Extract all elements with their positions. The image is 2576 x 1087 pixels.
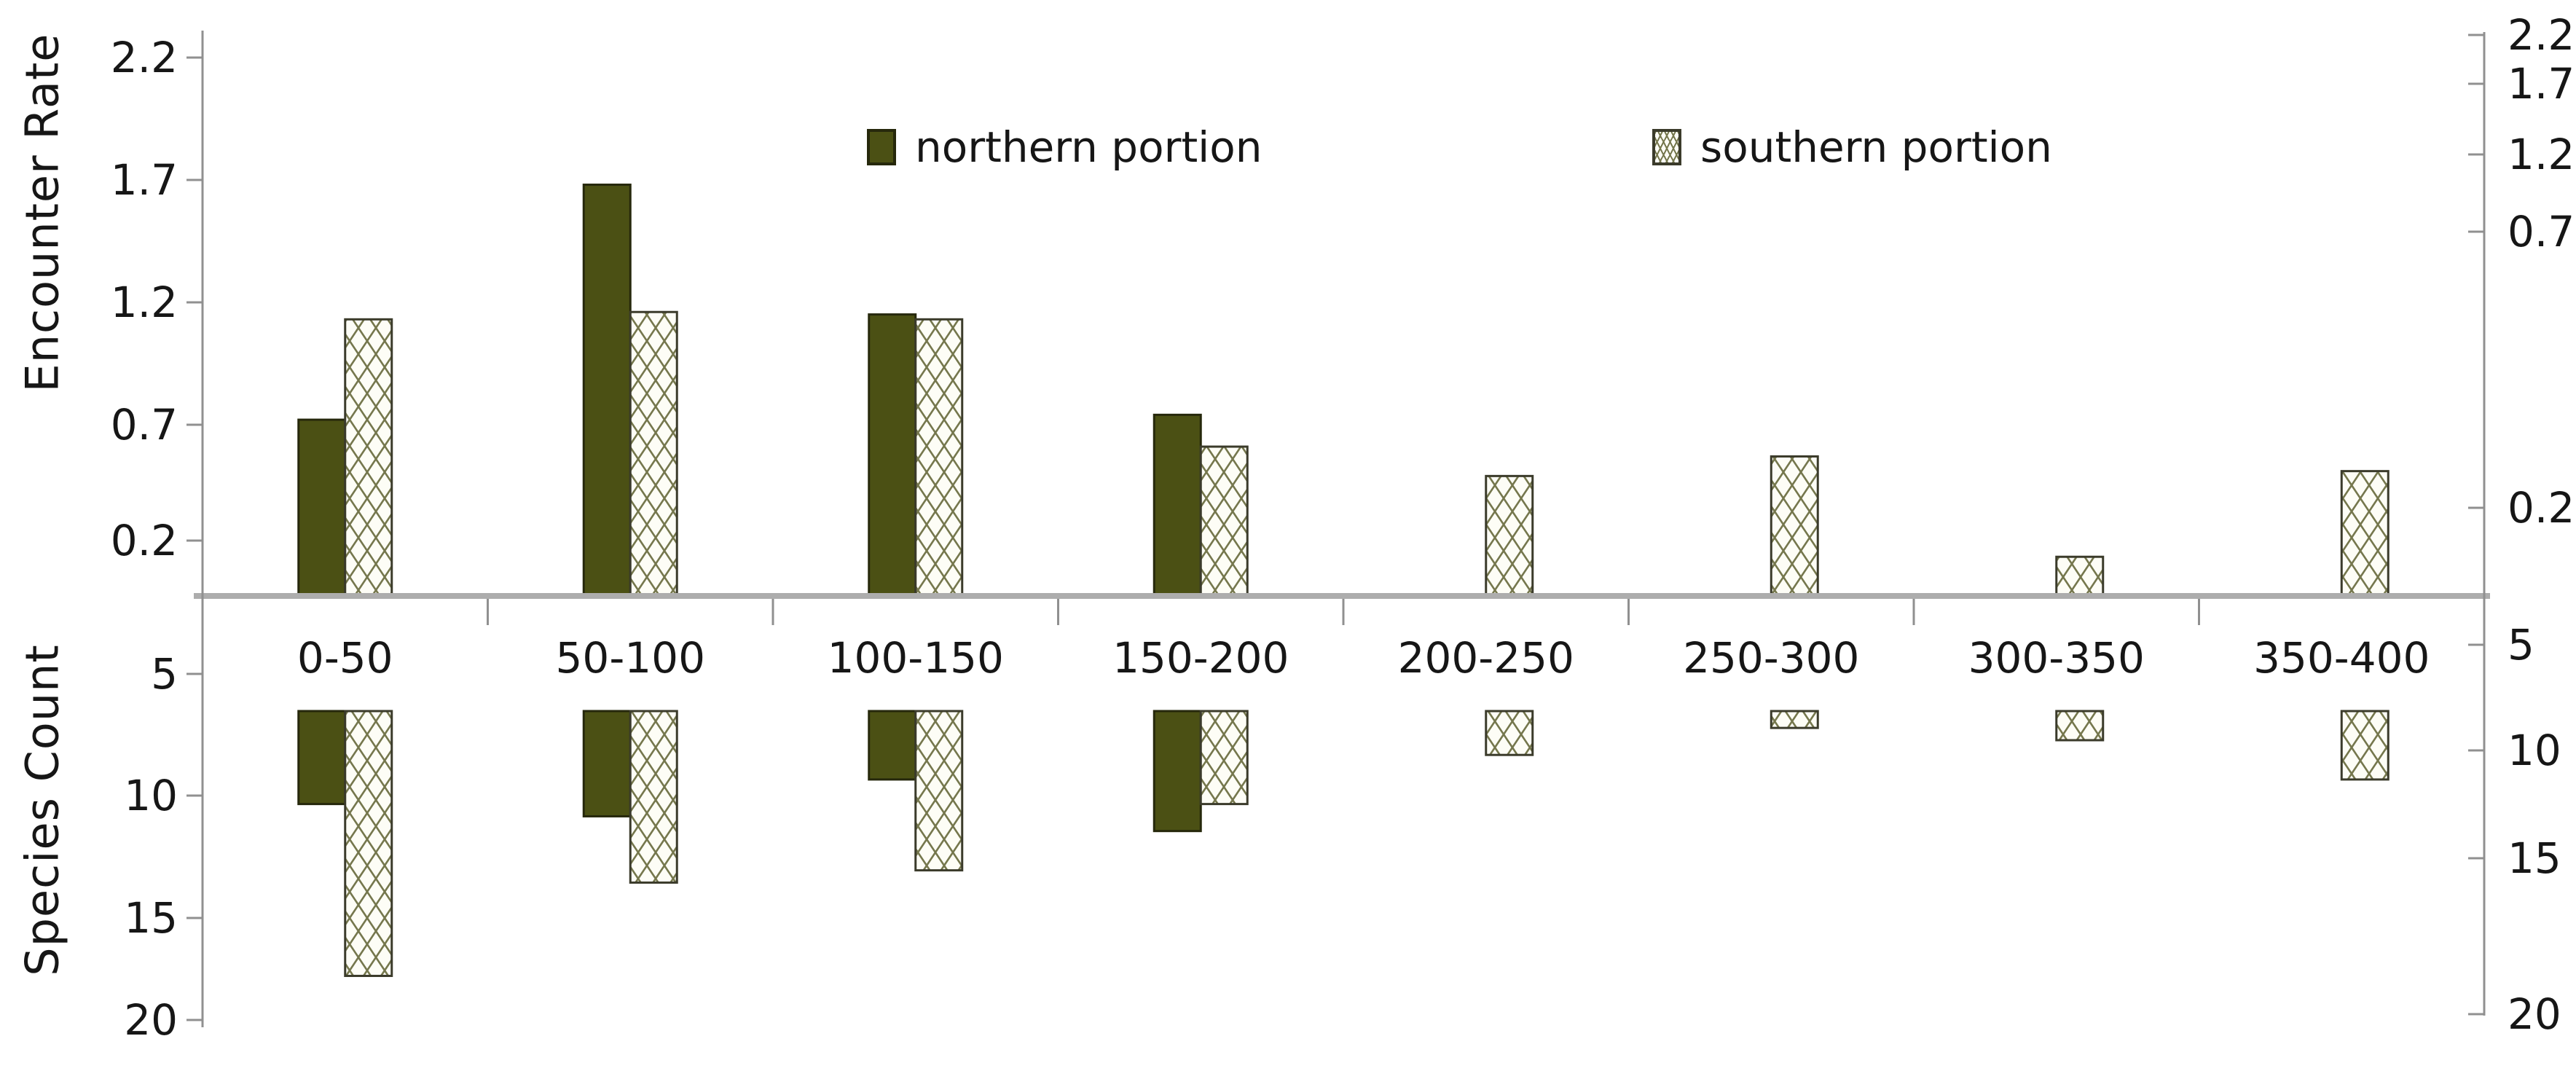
left-ytick-species (186, 917, 203, 919)
left-ytick-label-encounter: 2.2 (111, 33, 178, 82)
x-category-label-350-400: 350-400 (2253, 633, 2430, 683)
right-ytick-species (2468, 749, 2484, 752)
left-ytick-label-encounter: 0.7 (111, 400, 178, 450)
left-ytick-species (186, 794, 203, 797)
right-ytick-label-species: 15 (2508, 833, 2561, 883)
right-ytick-species (2468, 857, 2484, 860)
legend-label-southern: southern portion (1700, 122, 2052, 172)
bar-species-southern-350-400 (2340, 710, 2390, 781)
right-ytick-label-species: 5 (2508, 620, 2534, 670)
y-axis-title-species-count: Species Count (15, 644, 69, 976)
x-category-label-200-250: 200-250 (1398, 633, 1574, 683)
bar-species-southern-0-50 (344, 710, 393, 978)
y-axis-title-encounter-rate: Encounter Rate (15, 33, 69, 393)
right-ytick-species (2468, 643, 2484, 646)
right-ytick-encounter (2468, 34, 2484, 36)
bar-species-northern-50-100 (582, 710, 632, 817)
bar-encounter-southern-100-150 (914, 318, 964, 597)
left-axis-spine (201, 31, 204, 1027)
left-ytick-encounter (186, 56, 203, 59)
right-ytick-label-encounter: 1.7 (2508, 59, 2575, 109)
right-axis-spine (2483, 32, 2486, 1016)
bar-species-southern-300-350 (2055, 710, 2105, 742)
right-ytick-label-species: 10 (2508, 726, 2561, 775)
right-ytick-species (2468, 1013, 2484, 1016)
bar-encounter-southern-50-100 (629, 310, 678, 597)
right-ytick-label-encounter: 0.7 (2508, 207, 2575, 256)
right-ytick-encounter (2468, 82, 2484, 85)
left-ytick-label-species: 5 (151, 649, 178, 699)
legend-item-northern: northern portion (867, 122, 1263, 172)
left-ytick-label-encounter: 1.2 (111, 278, 178, 327)
category-boundary-tick (1057, 599, 1059, 625)
right-ytick-label-encounter: 2.2 (2508, 10, 2575, 60)
bar-species-southern-50-100 (629, 710, 678, 884)
legend-label-northern: northern portion (915, 122, 1263, 172)
bar-encounter-southern-150-200 (1199, 445, 1249, 597)
left-ytick-label-species: 10 (124, 771, 178, 820)
bar-species-southern-150-200 (1199, 710, 1249, 806)
left-ytick-encounter (186, 423, 203, 426)
left-ytick-label-species: 15 (124, 893, 178, 943)
x-category-label-0-50: 0-50 (297, 633, 393, 683)
left-ytick-encounter (186, 539, 203, 542)
category-boundary-tick (487, 599, 489, 625)
category-boundary-tick (1912, 599, 1915, 625)
bar-encounter-southern-200-250 (1485, 474, 1534, 597)
bar-species-southern-200-250 (1485, 710, 1534, 756)
bar-species-northern-150-200 (1152, 710, 1202, 833)
left-ytick-encounter (186, 178, 203, 181)
right-ytick-label-encounter: 1.2 (2508, 130, 2575, 179)
right-ytick-label-encounter: 0.2 (2508, 483, 2575, 533)
bar-encounter-southern-250-300 (1770, 455, 1819, 597)
x-category-label-100-150: 100-150 (828, 633, 1004, 683)
category-boundary-tick (2198, 599, 2200, 625)
bar-encounter-northern-50-100 (582, 184, 632, 597)
legend-swatch-northern-icon (867, 129, 896, 165)
x-category-label-300-350: 300-350 (1968, 633, 2145, 683)
x-category-label-150-200: 150-200 (1112, 633, 1289, 683)
bar-encounter-northern-150-200 (1152, 413, 1202, 597)
bar-species-northern-0-50 (297, 710, 347, 806)
category-boundary-tick (1627, 599, 1630, 625)
legend-item-southern: southern portion (1652, 122, 2052, 172)
right-ytick-label-species: 20 (2508, 989, 2561, 1039)
left-ytick-label-encounter: 0.2 (111, 516, 178, 565)
right-ytick-encounter (2468, 230, 2484, 233)
legend-swatch-southern-icon (1652, 129, 1681, 165)
category-boundary-tick (1342, 599, 1345, 625)
left-ytick-encounter (186, 301, 203, 304)
left-ytick-species (186, 1019, 203, 1021)
bar-encounter-northern-100-150 (868, 313, 917, 597)
bar-species-southern-100-150 (914, 710, 964, 872)
bar-encounter-southern-0-50 (344, 318, 393, 597)
bar-encounter-southern-350-400 (2340, 470, 2390, 597)
bar-species-southern-250-300 (1770, 710, 1819, 729)
category-boundary-tick (771, 599, 774, 625)
x-category-label-50-100: 50-100 (556, 633, 705, 683)
bar-encounter-northern-0-50 (297, 418, 347, 597)
x-category-label-250-300: 250-300 (1683, 633, 1859, 683)
bar-species-northern-100-150 (868, 710, 917, 781)
left-ytick-label-species: 20 (124, 995, 178, 1045)
bar-encounter-southern-300-350 (2055, 555, 2105, 597)
right-ytick-encounter (2468, 506, 2484, 509)
left-ytick-label-encounter: 1.7 (111, 155, 178, 205)
right-ytick-encounter (2468, 153, 2484, 156)
category-axis-line (194, 593, 2490, 599)
left-ytick-species (186, 672, 203, 675)
